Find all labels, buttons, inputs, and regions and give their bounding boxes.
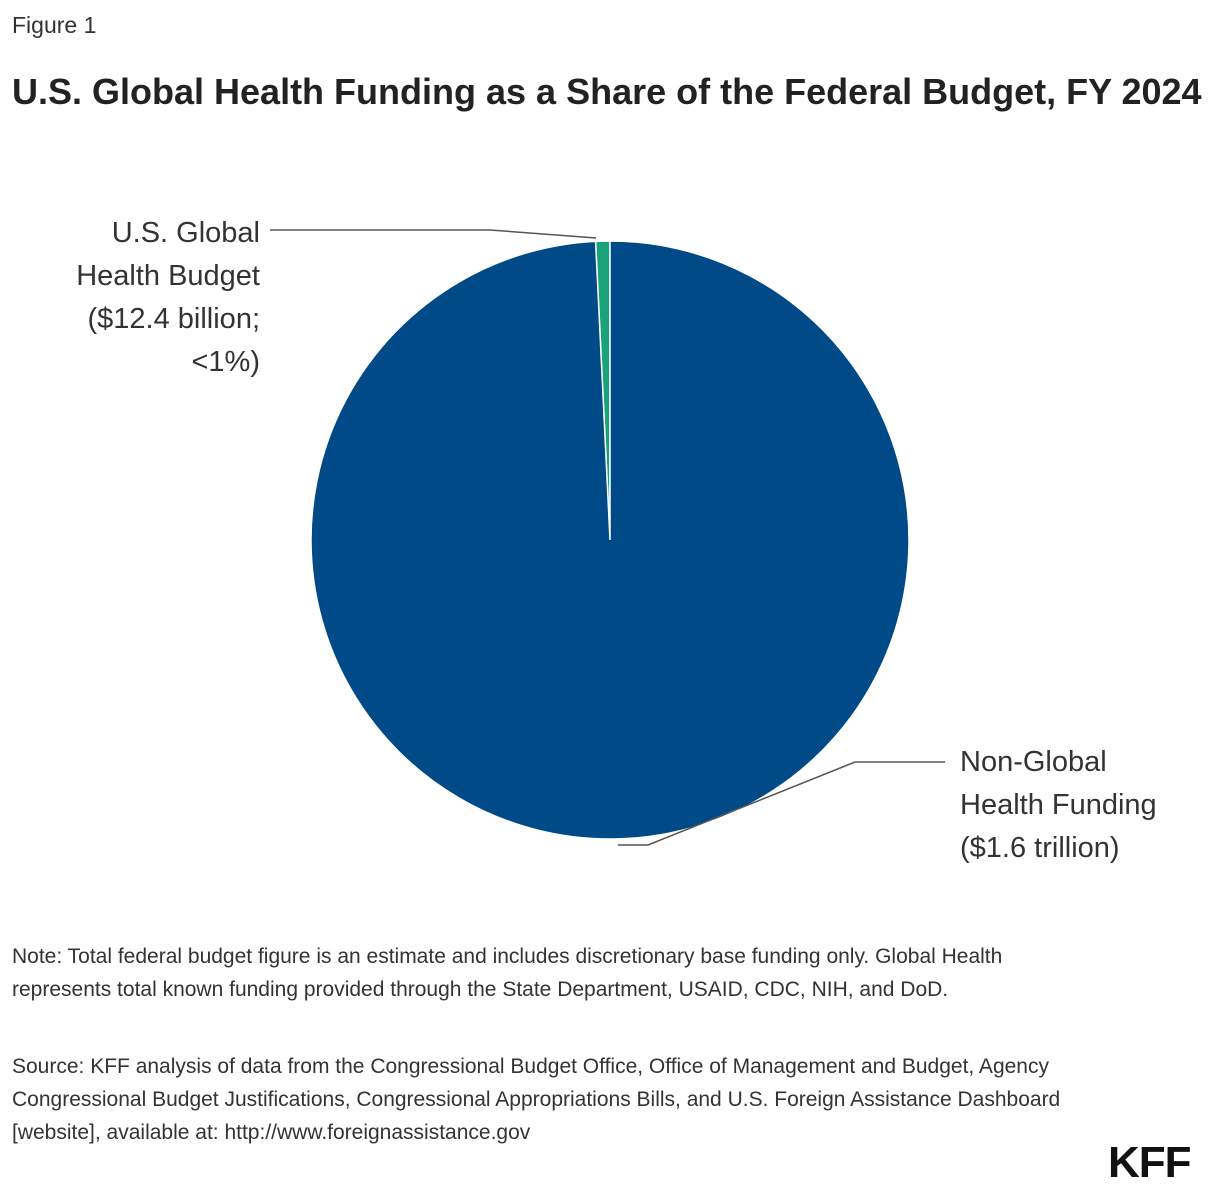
kff-logo: KFF (1108, 1138, 1192, 1187)
leader-line-global-health (270, 229, 597, 239)
chart-title: U.S. Global Health Funding as a Share of… (12, 71, 1202, 112)
slice-label-non-global-health: Non-Global Health Funding ($1.6 trillion… (960, 741, 1210, 870)
slice-label-line: U.S. Global (111, 217, 260, 249)
chart-note: Note: Total federal budget figure is an … (12, 945, 1003, 1001)
slice-label-global-health: U.S. Global Health Budget ($12.4 billion… (0, 212, 260, 384)
slice-label-line: ($12.4 billion; (87, 303, 261, 335)
slice-label-line: Non-Global (960, 746, 1107, 778)
chart-source: Source: KFF analysis of data from the Co… (12, 1055, 1061, 1144)
slice-label-line: ($1.6 trillion) (960, 832, 1120, 864)
leader-line-non-global-health (618, 761, 945, 846)
figure-label: Figure 1 (12, 12, 97, 38)
pie-slice-non-global-health (310, 240, 910, 840)
slice-label-line: <1%) (191, 346, 260, 378)
slice-label-line: Health Budget (76, 260, 260, 292)
slice-label-line: Health Funding (960, 789, 1157, 821)
